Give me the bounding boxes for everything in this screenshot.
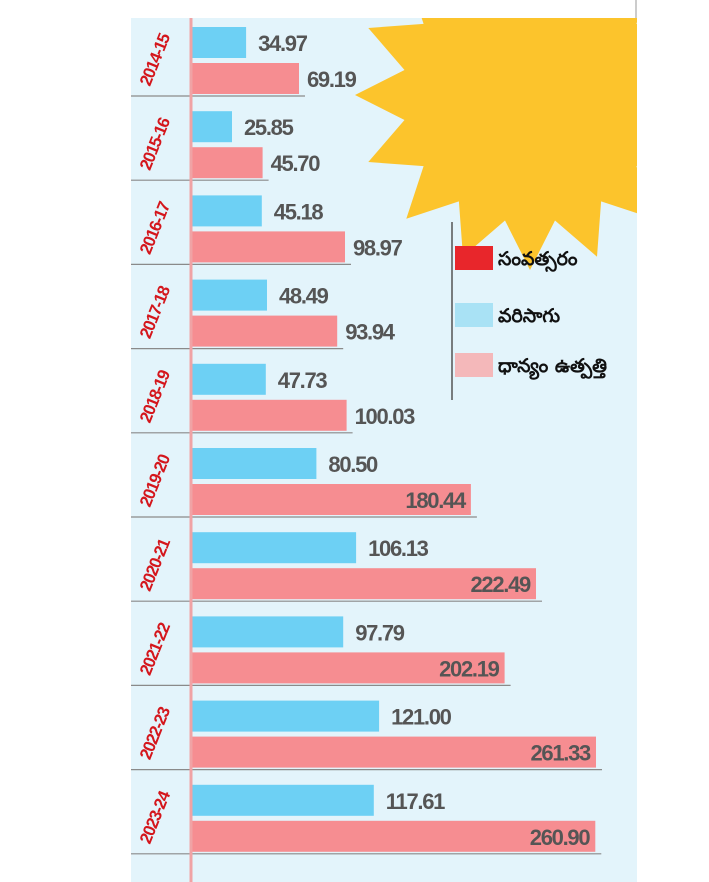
value-label-grain-production: 222.49 — [471, 572, 532, 597]
bar-grain-production — [192, 63, 299, 94]
value-label-grain-production: 202.19 — [439, 656, 500, 681]
legend: సంవత్సరం వరిసాగు ధాన్యం ఉత్పత్తి — [451, 222, 607, 400]
value-label-rice-area: 117.61 — [386, 789, 445, 814]
value-label-rice-area: 25.85 — [244, 115, 294, 140]
legend-swatch — [455, 303, 493, 327]
bar-rice-area — [192, 784, 374, 816]
bar-grain-production — [192, 315, 338, 347]
bar-grain-production — [192, 231, 345, 263]
bar-rice-area — [192, 700, 380, 732]
legend-label: సంవత్సరం — [498, 248, 578, 272]
legend-swatch — [455, 246, 493, 270]
sun-decoration — [355, 18, 637, 270]
value-label-grain-production: 98.97 — [353, 235, 403, 260]
bar-grain-production — [192, 568, 536, 600]
bar-rice-area — [192, 27, 247, 58]
value-label-rice-area: 97.79 — [355, 620, 405, 645]
bar-grain-production — [192, 820, 596, 852]
value-label-rice-area: 45.18 — [274, 199, 324, 224]
bar-rice-area — [192, 363, 266, 395]
legend-label: వరిసాగు — [498, 305, 560, 327]
bar-grain-production — [192, 484, 471, 515]
value-label-grain-production: 260.90 — [530, 825, 591, 850]
value-label-grain-production: 93.94 — [345, 320, 396, 345]
value-label-grain-production: 261.33 — [531, 741, 592, 766]
value-label-rice-area: 80.50 — [328, 452, 378, 477]
value-label-rice-area: 48.49 — [279, 284, 329, 309]
bar-series-group: 34.9769.192014-1525.8545.702015-1645.189… — [131, 27, 602, 855]
value-label-rice-area: 47.73 — [278, 368, 328, 393]
value-label-grain-production: 69.19 — [307, 67, 357, 92]
value-label-grain-production: 180.44 — [405, 488, 467, 513]
bar-rice-area — [192, 616, 344, 648]
bar-grain-production — [192, 399, 347, 431]
value-label-rice-area: 34.97 — [258, 31, 308, 56]
value-label-grain-production: 100.03 — [355, 404, 416, 429]
value-label-rice-area: 121.00 — [391, 705, 452, 730]
legend-swatch — [455, 353, 493, 377]
value-label-rice-area: 106.13 — [368, 536, 429, 561]
bar-grain-production — [192, 736, 596, 768]
bar-rice-area — [192, 195, 262, 227]
bar-rice-area — [192, 532, 357, 564]
bar-grain-production — [192, 652, 505, 684]
value-label-grain-production: 45.70 — [271, 151, 321, 176]
bar-grain-production — [192, 147, 263, 179]
bar-rice-area — [192, 448, 317, 479]
bar-rice-area — [192, 279, 267, 311]
bar-rice-area — [192, 111, 232, 143]
legend-label: ధాన్యం ఉత్పత్తి — [498, 355, 607, 380]
